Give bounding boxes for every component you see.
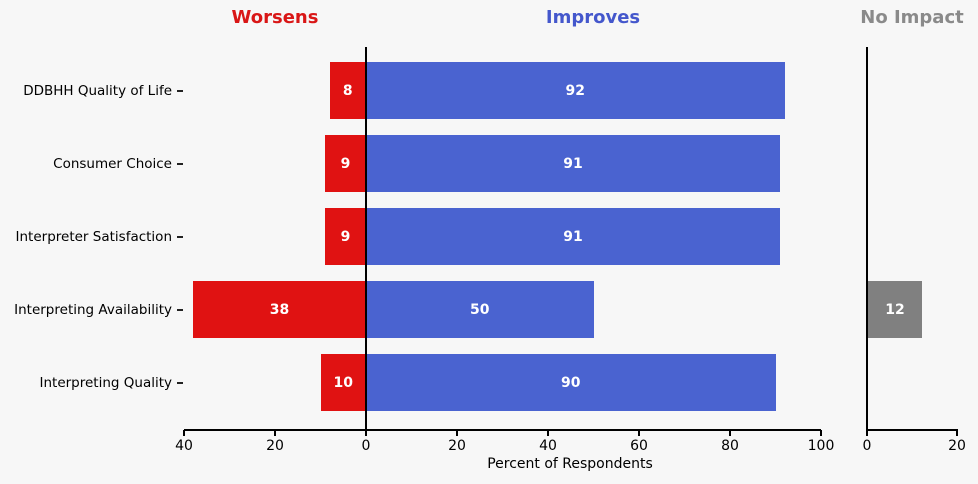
bar-worsens: 9: [325, 208, 366, 265]
x-axis-tick: [866, 430, 868, 436]
y-axis-tick: [177, 162, 183, 165]
bar-no-impact: 12: [868, 281, 922, 338]
bar-worsens: 10: [320, 354, 366, 411]
bar-value-label: 12: [885, 301, 905, 318]
bar-value-label: 8: [342, 82, 353, 99]
bar-value-label: 10: [333, 374, 353, 391]
x-axis-tick: [274, 430, 276, 436]
main-x-axis-line: [184, 429, 821, 431]
bar-improves: 92: [366, 62, 785, 119]
bar-worsens: 9: [325, 135, 366, 192]
x-axis-tick-label: 0: [361, 438, 371, 454]
header-improves: Improves: [545, 7, 641, 28]
x-axis-tick-label: 20: [266, 438, 284, 454]
zero-baseline-line: [365, 47, 367, 431]
bar-value-label: 38: [269, 301, 290, 318]
category-label: Consumer Choice: [53, 155, 172, 172]
y-axis-tick: [177, 308, 183, 311]
bar-improves: 90: [366, 354, 776, 411]
x-axis-tick-label: 20: [948, 438, 966, 454]
bar-worsens: 8: [329, 62, 366, 119]
bar-value-label: 50: [470, 301, 490, 318]
x-axis-tick: [820, 430, 822, 436]
x-axis-tick: [365, 430, 367, 436]
bar-improves: 91: [366, 208, 781, 265]
bar-value-label: 91: [563, 155, 583, 172]
bar-value-label: 9: [340, 155, 351, 172]
x-axis-tick: [456, 430, 458, 436]
x-axis-tick-label: 60: [630, 438, 648, 454]
category-label: DDBHH Quality of Life: [23, 82, 172, 99]
y-axis-tick: [177, 89, 183, 92]
x-axis-tick: [956, 430, 958, 436]
x-axis-tick-label: 40: [539, 438, 557, 454]
x-axis-tick-label: 80: [721, 438, 739, 454]
x-axis-tick: [729, 430, 731, 436]
x-axis-tick: [547, 430, 549, 436]
x-axis-tick: [183, 430, 185, 436]
header-no-impact: No Impact: [860, 7, 964, 28]
bar-value-label: 90: [561, 374, 581, 391]
bar-worsens: 38: [193, 281, 366, 338]
side-x-axis-line: [866, 429, 958, 431]
bar-value-label: 9: [340, 228, 351, 245]
y-axis-tick: [177, 235, 183, 238]
x-axis-tick: [638, 430, 640, 436]
side-panel-spine: [866, 47, 868, 431]
bar-improves: 50: [366, 281, 594, 338]
x-axis-tick-label: 40: [175, 438, 193, 454]
category-label: Interpreting Quality: [39, 374, 172, 391]
bar-value-label: 91: [563, 228, 583, 245]
bar-improves: 91: [366, 135, 781, 192]
y-axis-tick: [177, 381, 183, 384]
x-axis-tick-label: 0: [862, 438, 872, 454]
x-axis-tick-label: 20: [448, 438, 466, 454]
category-label: Interpreting Availability: [14, 301, 172, 318]
bar-value-label: 92: [565, 82, 586, 99]
header-worsens: Worsens: [231, 7, 319, 28]
x-axis-tick-label: 100: [807, 438, 835, 454]
x-axis-label: Percent of Respondents: [487, 456, 653, 472]
category-label: Interpreter Satisfaction: [15, 228, 172, 245]
